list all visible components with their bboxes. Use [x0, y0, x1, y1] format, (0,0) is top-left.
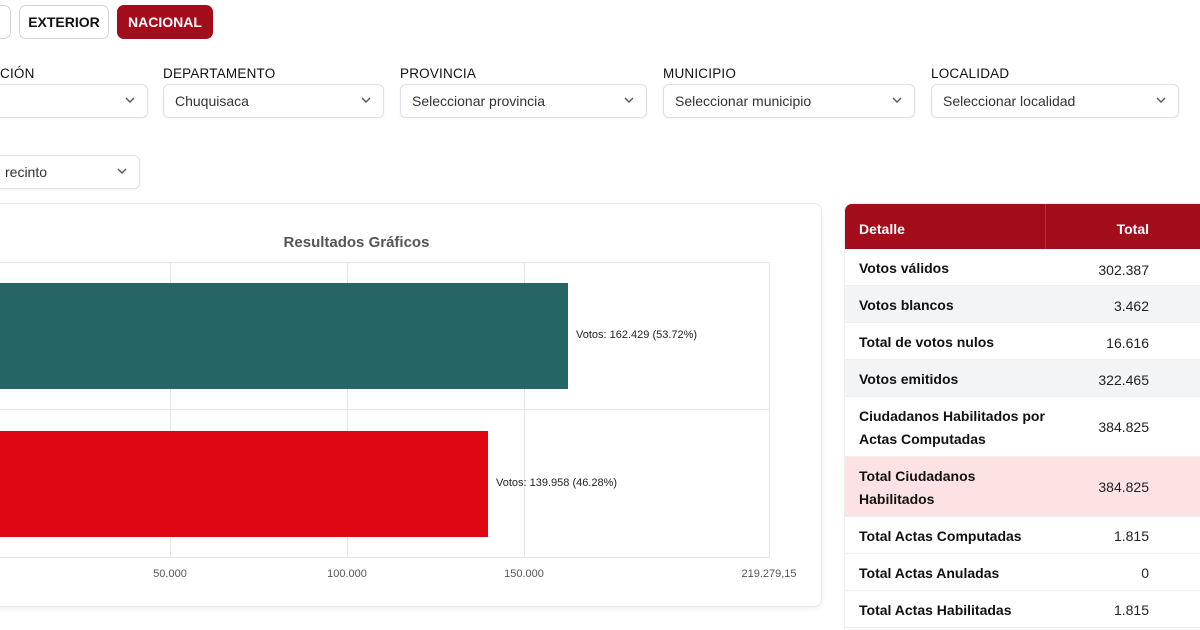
filter-label-localidad: LOCALIDAD [931, 66, 1010, 81]
recinto-value: recinto [5, 164, 48, 180]
row-label: Votos blancos [859, 297, 954, 313]
chevron-down-icon [1156, 97, 1166, 103]
x-tick-label: 50.000 [153, 568, 187, 580]
results-table: Detalle Total Votos válidos 302.387 Voto… [844, 203, 1200, 630]
row-value: 1.815 [1113, 602, 1149, 618]
tab-partial[interactable] [0, 5, 11, 39]
tab-exterior[interactable]: EXTERIOR [19, 5, 109, 39]
table-row: Total Actas Habilitadas 1.815 [845, 591, 1200, 628]
row-value: 0 [1141, 565, 1149, 581]
filter-label-municipio: MUNICIPIO [663, 66, 737, 81]
provincia-value: Seleccionar provincia [412, 93, 546, 109]
localidad-value: Seleccionar localidad [943, 93, 1076, 109]
municipio-select[interactable]: Seleccionar municipio [663, 84, 915, 118]
bar-data-label: Votos: 139.958 (46.28%) [496, 477, 618, 489]
chevron-down-icon [125, 97, 135, 103]
row-value: 16.616 [1106, 335, 1149, 351]
x-tick-label: 100.000 [327, 568, 367, 580]
table-header: Detalle Total [845, 204, 1200, 249]
bar [0, 431, 488, 537]
row-label: Total de votos nulos [859, 334, 995, 350]
table-row: Total Actas Computadas 1.815 [845, 517, 1200, 554]
filter-label-circunscripcion: CIÓN [0, 66, 35, 81]
table-row: Ciudadanos Habilitados por Actas Computa… [845, 397, 1200, 457]
header-total: Total [1116, 221, 1149, 237]
table-row: Votos válidos 302.387 [845, 249, 1200, 286]
chart-title: Resultados Gráficos [283, 234, 430, 251]
localidad-select[interactable]: Seleccionar localidad [931, 84, 1179, 118]
table-row-highlight: Total Ciudadanos Habilitados 384.825 [845, 457, 1200, 517]
table-row: Votos blancos 3.462 [845, 286, 1200, 323]
x-tick-label: 219.279,15 [741, 568, 797, 580]
gridline [170, 262, 171, 558]
departamento-select[interactable]: Chuquisaca [163, 84, 384, 118]
header-divider [1045, 204, 1046, 249]
row-label: Ciudadanos Habilitados por Actas Computa… [859, 408, 1045, 447]
table-row: Total de votos nulos 16.616 [845, 323, 1200, 360]
row-value: 3.462 [1113, 298, 1149, 314]
row-label: Total Actas Anuladas [859, 565, 1000, 581]
row-label: Votos emitidos [859, 371, 959, 387]
chevron-down-icon [117, 168, 127, 174]
row-label: Votos válidos [859, 260, 949, 276]
table-row: Total Actas Anuladas 0 [845, 554, 1200, 591]
tab-nacional[interactable]: NACIONAL [117, 5, 213, 39]
filter-label-departamento: DEPARTAMENTO [163, 66, 276, 81]
row-label: Total Ciudadanos Habilitados [859, 468, 976, 507]
chevron-down-icon [624, 97, 634, 103]
filter-label-provincia: PROVINCIA [400, 66, 477, 81]
bar-data-label: Votos: 162.429 (53.72%) [576, 329, 698, 341]
chevron-down-icon [892, 97, 902, 103]
municipio-value: Seleccionar municipio [675, 93, 812, 109]
gridline [0, 557, 769, 558]
gridline [769, 262, 770, 558]
bar [0, 283, 568, 389]
row-value: 384.825 [1098, 479, 1149, 495]
departamento-value: Chuquisaca [175, 93, 249, 109]
row-value: 1.815 [1113, 528, 1149, 544]
row-value: 302.387 [1098, 262, 1149, 278]
provincia-select[interactable]: Seleccionar provincia [400, 84, 647, 118]
gridline [524, 262, 525, 558]
chart-card [0, 203, 822, 607]
gridline [0, 262, 769, 263]
chevron-down-icon [361, 97, 371, 103]
x-tick-label: 150.000 [504, 568, 544, 580]
row-label: Total Actas Computadas [859, 528, 1022, 544]
circunscripcion-select[interactable] [0, 84, 148, 118]
row-value: 322.465 [1098, 372, 1149, 388]
row-label: Total Actas Habilitadas [859, 602, 1012, 618]
gridline [347, 262, 348, 558]
header-detalle: Detalle [859, 221, 905, 237]
recinto-select[interactable]: recinto [0, 155, 140, 189]
table-row: Votos emitidos 322.465 [845, 360, 1200, 397]
row-value: 384.825 [1098, 419, 1149, 435]
gridline [0, 409, 769, 410]
